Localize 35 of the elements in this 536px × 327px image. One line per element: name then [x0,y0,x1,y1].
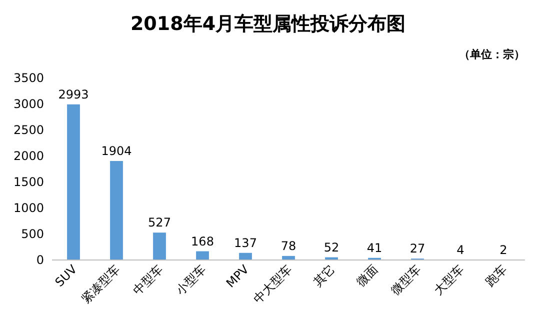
y-tick-label: 1000 [13,201,44,215]
data-label: 1904 [101,144,132,158]
data-label: 168 [191,234,214,248]
data-label: 137 [234,236,257,250]
x-tick-label: 小型车 [173,262,209,298]
data-label: 2993 [58,87,89,102]
y-tick-label: 1500 [13,175,44,189]
bar [110,160,123,260]
y-tick-label: 500 [21,227,44,241]
x-tick-label: 紧凑型车 [78,262,123,306]
x-tick-label: 其它 [310,262,338,290]
data-label: 78 [280,238,296,253]
x-tick-label: 微面 [354,262,381,290]
y-tick-label: 2000 [13,149,44,163]
data-label: 52 [324,240,340,254]
data-label: 41 [366,240,382,255]
x-tick-label: 大型车 [431,262,467,298]
data-label: 27 [410,242,426,256]
x-tick-label: 中大型车 [250,262,295,306]
data-label: 527 [148,216,171,230]
data-label: 2 [500,242,508,257]
bar [196,251,209,260]
y-tick-label: 3500 [13,71,44,85]
text: （单位：宗） [459,48,525,61]
bar [67,104,80,260]
bar [239,252,252,260]
y-tick-label: 3000 [13,97,44,111]
x-tick-label: 中型车 [130,262,166,298]
x-tick-label: 跑车 [482,262,510,290]
bar [153,232,166,260]
chart-title: 2018年4月车型属性投诉分布图 [130,13,406,35]
y-tick-label: 2500 [13,123,44,137]
data-label: 4 [456,242,464,257]
x-tick-label: 微型车 [388,262,424,298]
y-tick-label: 0 [36,253,44,267]
